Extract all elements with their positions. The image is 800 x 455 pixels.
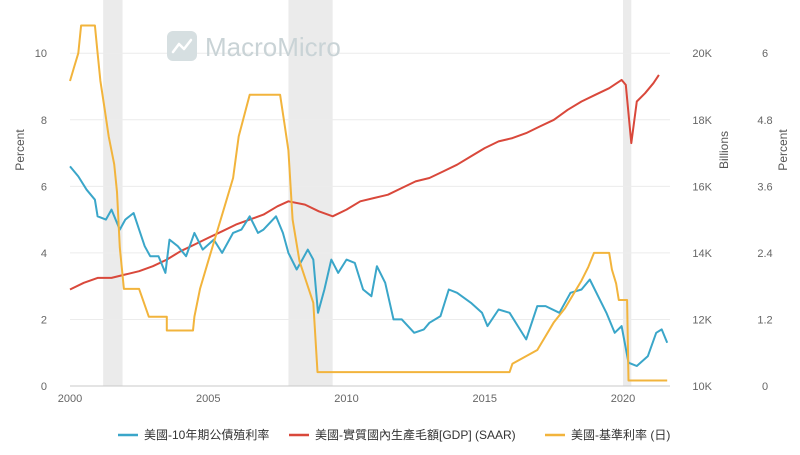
y-right2-tick-label: 0 bbox=[762, 381, 768, 393]
axis-titles: Percent Billions Percent bbox=[13, 129, 790, 171]
x-tick-label: 2015 bbox=[473, 393, 497, 405]
x-tick-label: 2005 bbox=[196, 393, 220, 405]
y-right1-tick-label: 14K bbox=[692, 248, 712, 260]
y-right1-tick-label: 20K bbox=[692, 48, 712, 60]
series-line-0 bbox=[69, 165, 669, 367]
y-left-axis-title: Percent bbox=[13, 129, 27, 171]
y-right2-tick-label: 3.6 bbox=[757, 181, 772, 193]
recession-bands bbox=[103, 0, 632, 386]
y-right1-tick-label: 18K bbox=[692, 115, 712, 127]
macromicro-logo-icon bbox=[167, 31, 197, 61]
series-lines bbox=[69, 24, 669, 382]
x-tick-label: 2020 bbox=[611, 393, 635, 405]
y-left-tick-label: 0 bbox=[41, 381, 47, 393]
x-tick-label: 2010 bbox=[334, 393, 358, 405]
y-right1-tick-label: 12K bbox=[692, 314, 712, 326]
legend-label: 美國-10年期公債殖利率 bbox=[144, 427, 269, 442]
y-left-tick-label: 2 bbox=[41, 314, 47, 326]
y-left-tick-label: 10 bbox=[35, 48, 47, 60]
series-line-2 bbox=[69, 24, 668, 382]
watermark: MacroMicro bbox=[167, 31, 341, 62]
y-right1-tick-label: 10K bbox=[692, 381, 712, 393]
y-right2-tick-label: 6 bbox=[762, 48, 768, 60]
y-right1-axis-title: Billions bbox=[717, 131, 731, 169]
tick-labels: 0 2 4 6 8 10 10K 12K 14K 16K 18K 20K 0 1.2 2.4 3.6 4.8 6 2… bbox=[35, 48, 773, 405]
recession-band bbox=[288, 0, 333, 386]
legend-label: 美國-實質國內生產毛額[GDP] (SAAR) bbox=[315, 427, 516, 442]
y-left-tick-label: 6 bbox=[41, 181, 47, 193]
y-left-tick-label: 8 bbox=[41, 115, 47, 127]
y-right2-tick-label: 2.4 bbox=[757, 248, 772, 260]
gridlines bbox=[70, 52, 670, 320]
y-right2-tick-label: 1.2 bbox=[757, 314, 772, 326]
recession-band bbox=[622, 0, 632, 386]
y-left-tick-label: 4 bbox=[41, 248, 47, 260]
y-right1-tick-label: 16K bbox=[692, 181, 712, 193]
recession-band bbox=[103, 0, 123, 386]
y-right2-axis-title: Percent bbox=[776, 129, 790, 171]
series-line-1 bbox=[69, 74, 660, 291]
y-right2-tick-label: 4.8 bbox=[757, 115, 772, 127]
x-tick-label: 2000 bbox=[58, 393, 82, 405]
legend-label: 美國-基準利率 (日) bbox=[571, 427, 670, 442]
watermark-text: MacroMicro bbox=[205, 32, 341, 62]
legend: 美國-10年期公債殖利率 美國-實質國內生產毛額[GDP] (SAAR) 美國-基準… bbox=[118, 427, 670, 442]
